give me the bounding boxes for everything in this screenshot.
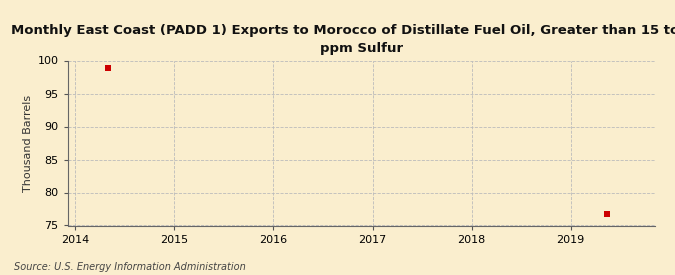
Point xyxy=(602,212,613,216)
Point xyxy=(103,65,113,70)
Text: Source: U.S. Energy Information Administration: Source: U.S. Energy Information Administ… xyxy=(14,262,245,272)
Y-axis label: Thousand Barrels: Thousand Barrels xyxy=(24,94,33,192)
Title: Monthly East Coast (PADD 1) Exports to Morocco of Distillate Fuel Oil, Greater t: Monthly East Coast (PADD 1) Exports to M… xyxy=(11,24,675,55)
